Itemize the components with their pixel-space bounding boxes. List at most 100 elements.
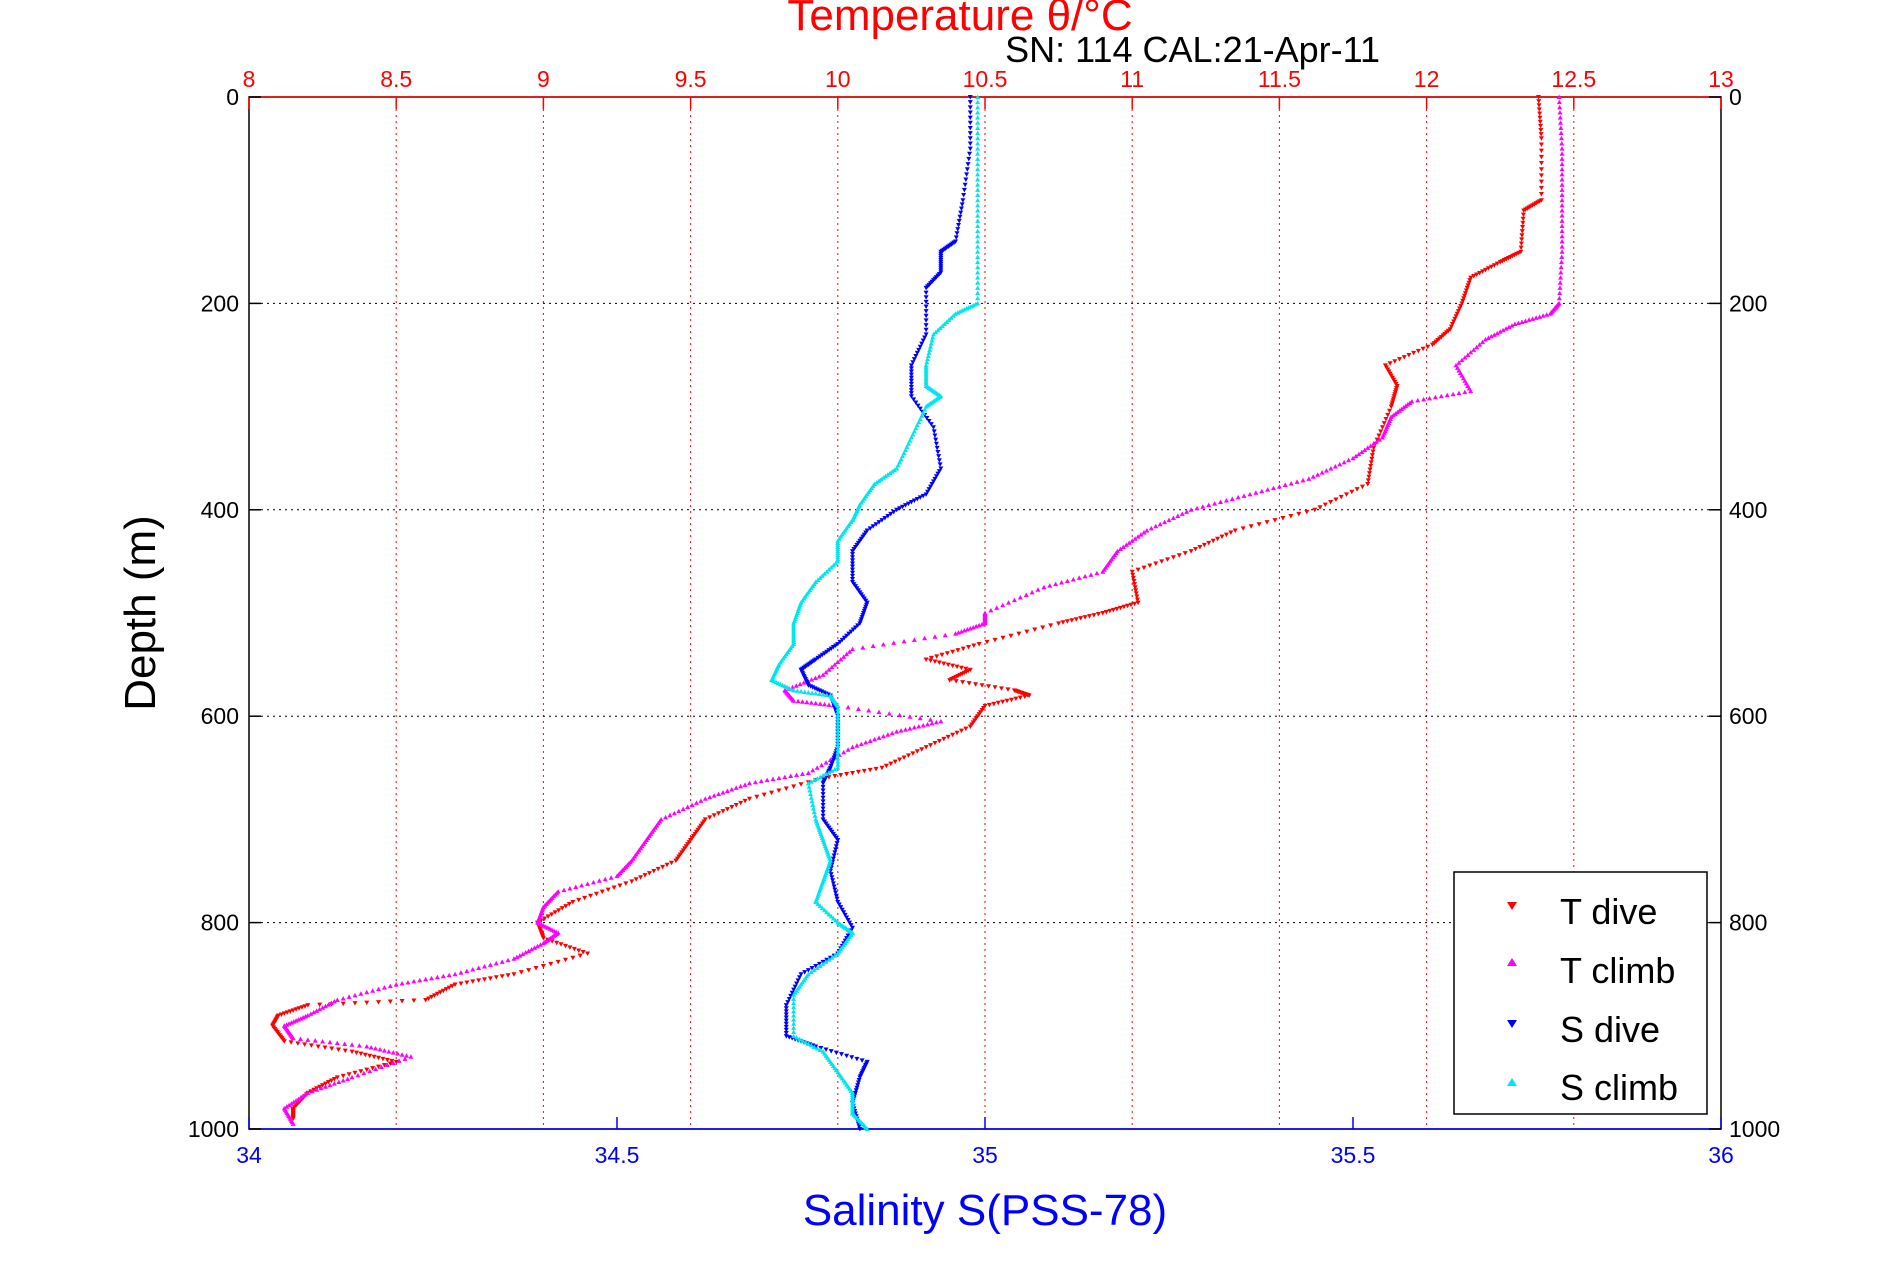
data-point (707, 815, 713, 820)
data-point (505, 957, 511, 963)
data-point (1456, 360, 1462, 365)
data-point (707, 794, 713, 800)
data-point (1368, 463, 1374, 469)
data-point (835, 728, 841, 733)
data-point (791, 1004, 797, 1010)
data-point (850, 646, 856, 652)
data-point (1070, 576, 1076, 582)
data-point (1520, 216, 1526, 222)
data-point (904, 444, 910, 449)
data-point (1141, 565, 1147, 571)
data-point (1032, 627, 1038, 633)
data-point (377, 1047, 383, 1052)
data-point (556, 908, 562, 913)
data-point (798, 972, 804, 977)
data-point (1438, 393, 1444, 399)
data-point (833, 1050, 839, 1056)
data-point (1264, 520, 1270, 525)
data-point (814, 765, 820, 770)
data-point (815, 655, 821, 661)
data-point (312, 1038, 318, 1043)
data-point (967, 146, 973, 152)
data-point (948, 315, 954, 320)
data-point (924, 359, 930, 365)
data-point (1366, 471, 1372, 476)
data-point (928, 484, 934, 490)
data-point (1557, 104, 1563, 110)
data-point (1432, 394, 1438, 400)
data-point (910, 751, 916, 756)
legend: T dive T climb S dive S climb (1453, 871, 1708, 1115)
data-point (1519, 233, 1525, 238)
data-point (835, 721, 841, 727)
data-point (832, 766, 838, 772)
data-point (935, 450, 941, 455)
data-point (1485, 266, 1491, 271)
data-point (897, 712, 903, 718)
data-point (1374, 439, 1380, 444)
data-point (783, 1012, 789, 1017)
data-point (629, 879, 635, 884)
data-point (1088, 572, 1094, 577)
data-point (992, 637, 998, 643)
data-point (1558, 130, 1564, 136)
data-point (844, 651, 850, 657)
data-point (367, 1053, 373, 1059)
data-point (820, 810, 826, 815)
data-point (673, 858, 679, 864)
data-point (925, 489, 931, 495)
data-point (1370, 449, 1376, 454)
data-point (1538, 179, 1544, 185)
data-point (742, 798, 748, 804)
data-point (349, 1042, 355, 1047)
data-point (802, 970, 808, 975)
data-point (839, 907, 845, 913)
data-point (335, 1047, 341, 1053)
data-point (1176, 553, 1182, 558)
data-point (570, 899, 576, 905)
data-point (1132, 536, 1138, 541)
data-point (399, 980, 405, 986)
data-point (1559, 182, 1565, 187)
data-point (917, 416, 923, 421)
data-point (1500, 327, 1506, 333)
data-point (820, 781, 826, 786)
data-point (566, 902, 572, 907)
data-point (1184, 509, 1190, 514)
data-point (1538, 142, 1544, 147)
data-point (975, 161, 981, 167)
data-point (1017, 695, 1023, 701)
data-point (1480, 339, 1486, 345)
data-point (838, 773, 844, 778)
data-point (302, 1042, 308, 1047)
data-point (923, 327, 929, 333)
data-point (518, 970, 524, 975)
data-point (664, 862, 670, 868)
data-point (930, 425, 936, 430)
data-point (1456, 390, 1462, 396)
data-point (599, 889, 605, 895)
data-point (1557, 115, 1563, 120)
data-point (783, 1015, 789, 1021)
data-point (440, 973, 446, 979)
data-point (830, 856, 836, 862)
data-point (811, 777, 817, 783)
data-point (911, 637, 917, 642)
data-point (945, 734, 951, 740)
data-point (791, 687, 797, 693)
data-point (975, 146, 981, 151)
data-point (826, 769, 832, 775)
data-point (922, 635, 928, 641)
data-point (941, 661, 947, 667)
data-point (411, 998, 417, 1004)
data-point (832, 887, 838, 893)
data-point (1253, 490, 1259, 495)
data-point (953, 631, 959, 636)
data-point (1346, 457, 1352, 463)
data-point (820, 792, 826, 797)
data-point (823, 1047, 829, 1053)
data-point (844, 771, 850, 777)
data-point (835, 838, 841, 843)
data-point (824, 569, 830, 574)
data-point (1468, 275, 1474, 281)
